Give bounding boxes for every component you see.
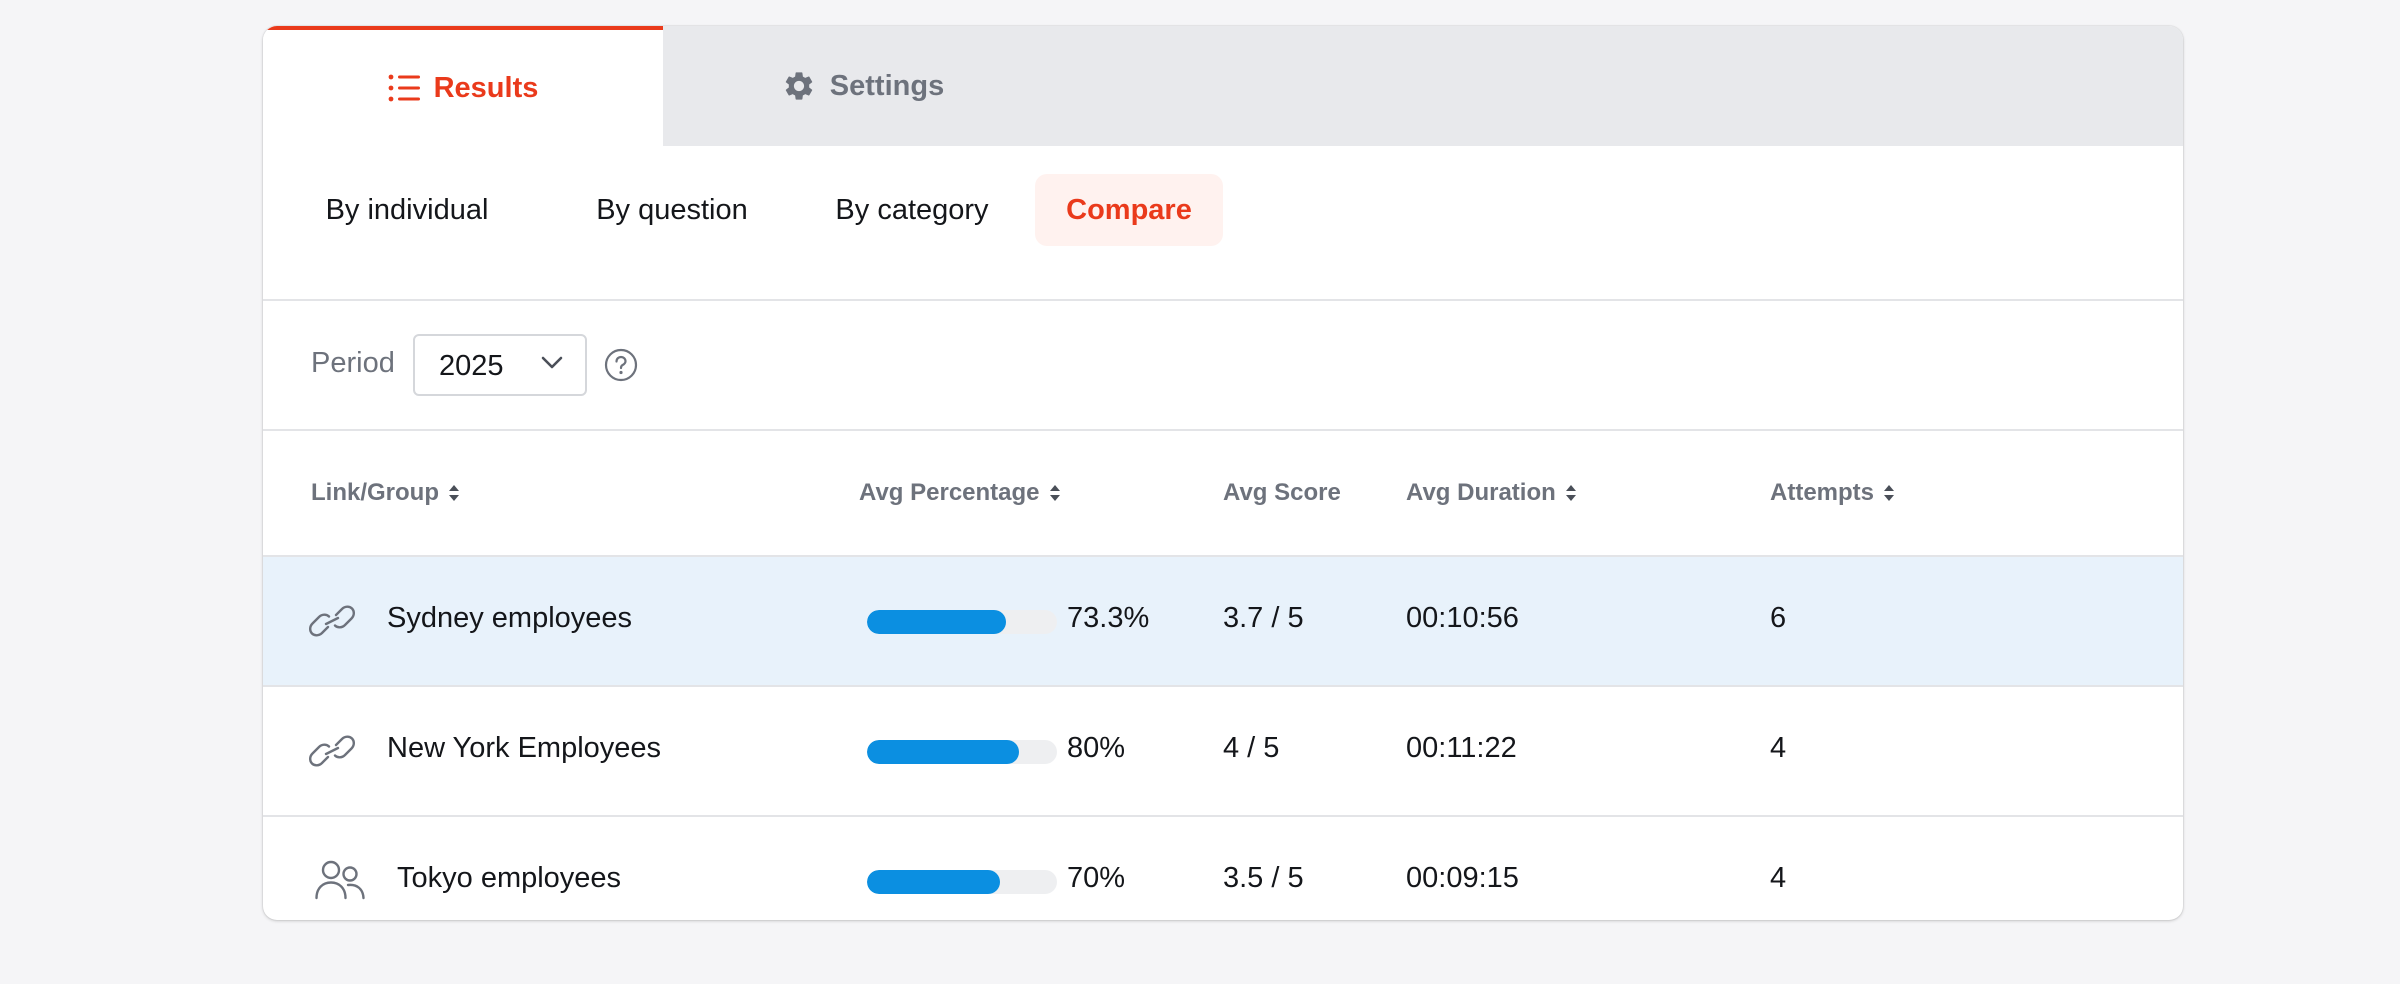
sub-tab-bar: By individual By question By category Co… bbox=[263, 146, 2183, 301]
sort-icon[interactable] bbox=[448, 483, 460, 503]
period-filter-row: Period 2025 bbox=[263, 301, 2183, 431]
subtab-by-category[interactable]: By category bbox=[835, 193, 989, 226]
column-header-avg-duration[interactable]: Avg Duration bbox=[1406, 479, 1577, 507]
row-name[interactable]: Tokyo employees bbox=[397, 862, 622, 894]
tab-results-label: Results bbox=[433, 71, 539, 104]
table-row[interactable]: Sydney employees 73.3% 3.7 / 5 00:10:56 … bbox=[263, 557, 2183, 687]
percentage-bar bbox=[867, 870, 1057, 894]
period-label: Period bbox=[311, 347, 395, 379]
table-row[interactable]: New York Employees 80% 4 / 5 00:11:22 4 bbox=[263, 687, 2183, 817]
row-duration: 00:09:15 bbox=[1406, 862, 1519, 894]
results-card: Results Settings By individual By questi… bbox=[263, 26, 2183, 920]
column-header-label: Attempts bbox=[1770, 479, 1875, 506]
row-name[interactable]: Sydney employees bbox=[387, 602, 633, 634]
subtab-by-question[interactable]: By question bbox=[596, 193, 748, 226]
row-duration: 00:11:22 bbox=[1406, 732, 1517, 764]
column-header-link-group[interactable]: Link/Group bbox=[311, 479, 460, 507]
tab-settings-label: Settings bbox=[829, 69, 945, 102]
row-name[interactable]: New York Employees bbox=[387, 732, 662, 764]
subtab-compare[interactable]: Compare bbox=[1035, 174, 1223, 246]
column-header-label: Avg Duration bbox=[1406, 479, 1556, 506]
row-score: 4 / 5 bbox=[1223, 732, 1280, 764]
link-icon bbox=[308, 601, 356, 646]
subtab-by-individual[interactable]: By individual bbox=[325, 193, 489, 226]
percentage-bar bbox=[867, 610, 1057, 634]
gear-icon bbox=[782, 69, 816, 103]
percentage-bar-fill bbox=[867, 870, 1000, 894]
sort-icon[interactable] bbox=[1565, 483, 1577, 503]
sort-icon[interactable] bbox=[1883, 483, 1895, 503]
row-duration: 00:10:56 bbox=[1406, 602, 1519, 634]
row-attempts: 4 bbox=[1770, 862, 1787, 894]
row-attempts: 6 bbox=[1770, 602, 1787, 634]
row-score: 3.5 / 5 bbox=[1223, 862, 1304, 894]
period-select[interactable]: 2025 bbox=[413, 334, 587, 396]
list-icon bbox=[388, 73, 420, 103]
table-row[interactable]: Tokyo employees 70% 3.5 / 5 00:09:15 4 bbox=[263, 817, 2183, 920]
column-header-avg-percentage[interactable]: Avg Percentage bbox=[859, 479, 1061, 507]
table-header: Link/Group Avg Percentage Avg Score Avg … bbox=[263, 431, 2183, 557]
percentage-bar bbox=[867, 740, 1057, 764]
tab-results[interactable]: Results bbox=[263, 26, 663, 146]
period-select-value: 2025 bbox=[439, 350, 504, 382]
column-header-avg-score: Avg Score bbox=[1223, 479, 1341, 507]
column-header-label: Avg Score bbox=[1223, 479, 1341, 506]
tab-settings[interactable]: Settings bbox=[663, 26, 1063, 146]
row-percentage: 73.3% bbox=[1067, 602, 1150, 634]
row-attempts: 4 bbox=[1770, 732, 1787, 764]
link-icon bbox=[308, 731, 356, 776]
column-header-attempts[interactable]: Attempts bbox=[1770, 479, 1895, 507]
row-percentage: 80% bbox=[1067, 732, 1126, 764]
question-circle-icon[interactable] bbox=[604, 348, 638, 387]
row-score: 3.7 / 5 bbox=[1223, 602, 1304, 634]
sort-icon[interactable] bbox=[1049, 483, 1061, 503]
column-header-label: Link/Group bbox=[311, 479, 439, 506]
top-tab-bar: Results Settings bbox=[263, 26, 2183, 146]
percentage-bar-fill bbox=[867, 610, 1007, 634]
chevron-down-icon bbox=[541, 356, 563, 375]
row-percentage: 70% bbox=[1067, 862, 1126, 894]
users-icon bbox=[315, 859, 365, 906]
percentage-bar-fill bbox=[867, 740, 1019, 764]
column-header-label: Avg Percentage bbox=[859, 479, 1040, 506]
